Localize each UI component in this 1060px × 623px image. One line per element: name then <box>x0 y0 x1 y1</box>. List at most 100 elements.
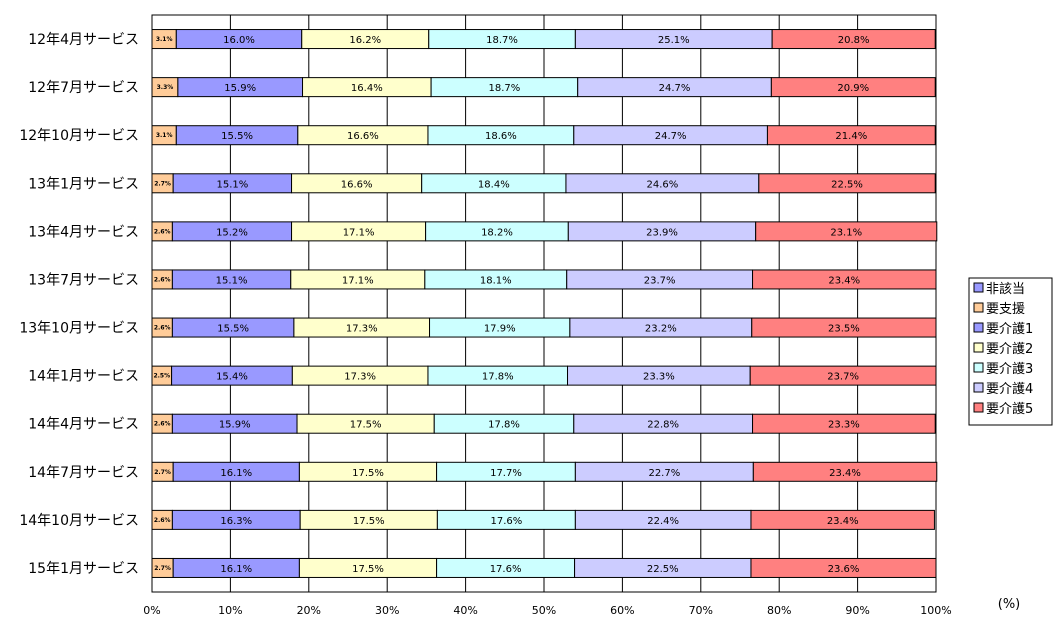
data-label: 2.6% <box>154 517 171 524</box>
data-label: 23.5% <box>828 324 860 335</box>
data-label: 23.6% <box>828 564 860 575</box>
data-label: 18.7% <box>486 35 518 46</box>
data-label: 23.2% <box>645 324 677 335</box>
data-label: 25.1% <box>658 35 690 46</box>
category-label: 15年1月サービス <box>28 561 139 577</box>
category-label: 14年1月サービス <box>28 369 139 385</box>
data-label: 20.8% <box>838 35 870 46</box>
category-label: 12年4月サービス <box>28 32 139 48</box>
bar-segment <box>752 461 938 482</box>
category-label: 14年4月サービス <box>28 417 139 433</box>
x-tick-label: 60% <box>610 604 634 617</box>
data-label: 2.6% <box>154 421 171 428</box>
data-label: 15.9% <box>219 420 251 431</box>
legend-label: 要介護4 <box>986 381 1033 397</box>
data-label: 16.2% <box>349 35 381 46</box>
data-label: 23.9% <box>646 227 678 238</box>
data-label: 17.6% <box>490 516 522 527</box>
legend-swatch <box>973 282 984 293</box>
bar-segment <box>758 173 936 194</box>
data-label: 15.2% <box>216 227 248 238</box>
bar-segment <box>752 269 937 290</box>
data-label: 23.1% <box>830 227 862 238</box>
data-label: 22.7% <box>648 468 680 479</box>
data-label: 18.2% <box>481 227 513 238</box>
bar-segment <box>751 317 937 338</box>
data-label: 17.8% <box>488 420 520 431</box>
x-tick-label: 80% <box>767 604 791 617</box>
unit-label: (%) <box>998 597 1021 612</box>
category-label: 13年4月サービス <box>28 224 139 240</box>
data-label: 15.4% <box>216 372 248 383</box>
data-label: 17.6% <box>490 564 522 575</box>
bar-segment <box>750 509 935 530</box>
data-label: 23.3% <box>828 420 860 431</box>
data-label: 15.5% <box>221 131 253 142</box>
data-label: 20.9% <box>837 83 869 94</box>
bar-segment <box>770 77 936 98</box>
data-label: 16.4% <box>351 83 383 94</box>
legend-swatch <box>973 302 984 313</box>
legend-swatch <box>973 402 984 413</box>
data-label: 2.5% <box>153 373 170 380</box>
x-tick-labels: 0% 10% 20% 30% 40% 50% 60% 70% 80% 90% 100% <box>143 604 951 617</box>
data-label: 17.1% <box>343 227 375 238</box>
data-label: 17.7% <box>490 468 522 479</box>
legend-swatch <box>973 342 984 353</box>
x-tick-label: 20% <box>297 604 321 617</box>
category-label: 12年10月サービス <box>19 128 139 144</box>
legend-label: 要介護5 <box>986 401 1033 417</box>
legend-label: 要支援 <box>986 302 1025 317</box>
category-labels: 12年4月サービス 12年7月サービス 12年10月サービス 13年1月サービス 13年… <box>19 32 139 577</box>
legend-swatch <box>973 322 984 333</box>
data-label: 23.3% <box>643 372 675 383</box>
data-label: 23.4% <box>829 468 861 479</box>
data-label: 16.3% <box>220 516 252 527</box>
category-label: 13年1月サービス <box>28 176 139 192</box>
data-label: 3.3% <box>157 84 174 91</box>
legend-swatch <box>973 382 984 393</box>
data-label: 17.3% <box>346 324 378 335</box>
data-label: 17.5% <box>353 516 385 527</box>
legend-label: 非該当 <box>986 281 1025 297</box>
x-tick-label: 90% <box>845 604 869 617</box>
legend-label: 要介護1 <box>986 321 1033 337</box>
data-label: 18.1% <box>480 275 512 286</box>
data-label: 24.7% <box>655 131 687 142</box>
bar-segment <box>749 365 937 386</box>
gridlines <box>151 14 937 593</box>
data-label: 18.4% <box>478 179 510 190</box>
data-label: 22.8% <box>647 420 679 431</box>
bars: 3.1% 16.0% 16.2% 18.7% 25.1% 20.8% 3.3% 15.9% 16… <box>151 29 938 578</box>
category-label: 14年10月サービス <box>19 513 139 529</box>
x-tick-label: 70% <box>689 604 713 617</box>
data-label: 2.7% <box>154 565 171 572</box>
data-label: 24.7% <box>659 83 691 94</box>
legend-swatch <box>973 362 984 373</box>
bar-segment <box>766 125 936 146</box>
data-label: 2.7% <box>154 469 171 476</box>
data-label: 18.7% <box>489 83 521 94</box>
x-tick-label: 40% <box>453 604 477 617</box>
data-label: 15.9% <box>224 83 256 94</box>
data-label: 17.8% <box>482 372 514 383</box>
category-label: 13年10月サービス <box>19 321 139 337</box>
data-label: 16.6% <box>341 179 373 190</box>
data-label: 22.5% <box>831 179 863 190</box>
data-label: 2.6% <box>154 228 171 235</box>
data-label: 17.5% <box>352 468 384 479</box>
data-label: 24.6% <box>646 179 678 190</box>
data-label: 16.6% <box>347 131 379 142</box>
category-label: 13年7月サービス <box>28 272 139 288</box>
data-label: 17.5% <box>350 420 382 431</box>
data-label: 17.1% <box>342 275 374 286</box>
x-tick-label: 100% <box>920 604 951 617</box>
data-label: 23.7% <box>644 275 676 286</box>
x-tick-label: 10% <box>218 604 242 617</box>
data-label: 15.1% <box>216 179 248 190</box>
legend-label: 要介護3 <box>986 361 1033 377</box>
data-label: 17.5% <box>352 564 384 575</box>
x-tick-label: 0% <box>143 604 160 617</box>
